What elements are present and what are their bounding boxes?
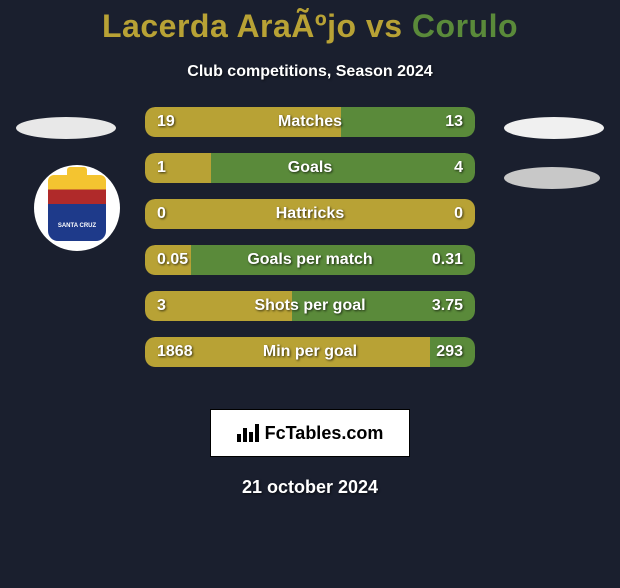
fctables-logo: FcTables.com [210, 409, 410, 457]
fctables-logo-text: FcTables.com [265, 423, 384, 444]
crest-shield-icon: SANTA CRUZ [48, 175, 106, 241]
footer-date: 21 october 2024 [10, 477, 610, 498]
stat-bar-player2 [211, 153, 475, 183]
stat-bar-player2 [430, 337, 475, 367]
stat-bar-player2 [191, 245, 475, 275]
stat-row: Min per goal1868293 [145, 337, 475, 367]
stat-bar-player1 [145, 107, 341, 137]
stat-row: Hattricks00 [145, 199, 475, 229]
crest-label: SANTA CRUZ [48, 223, 106, 229]
stat-row: Shots per goal33.75 [145, 291, 475, 321]
stat-row: Matches1913 [145, 107, 475, 137]
stat-row: Goals per match0.050.31 [145, 245, 475, 275]
stat-bar-player2 [292, 291, 475, 321]
title-vs: vs [357, 8, 412, 44]
stat-row: Goals14 [145, 153, 475, 183]
subtitle: Club competitions, Season 2024 [10, 63, 610, 81]
stat-bar-player1 [145, 199, 475, 229]
bar-chart-icon [237, 424, 259, 442]
title-player1: Lacerda AraÃºjo [102, 8, 357, 44]
stat-bars: Matches1913 Goals14 Hattricks00 Goals per m… [145, 107, 475, 383]
title-player2: Corulo [412, 8, 518, 44]
stat-bar-player1 [145, 153, 211, 183]
page-title: Lacerda AraÃºjo vs Corulo [10, 8, 610, 45]
player2-badge-top [504, 117, 604, 139]
player2-badge-bottom [504, 167, 600, 189]
stat-bar-player2 [341, 107, 475, 137]
stat-bar-player1 [145, 291, 292, 321]
player1-badge-top [16, 117, 116, 139]
comparison-area: SANTA CRUZ Matches1913Goals14Hattricks00… [10, 117, 610, 387]
player1-club-crest: SANTA CRUZ [34, 165, 120, 251]
stat-bar-player1 [145, 245, 191, 275]
stat-bar-player1 [145, 337, 430, 367]
